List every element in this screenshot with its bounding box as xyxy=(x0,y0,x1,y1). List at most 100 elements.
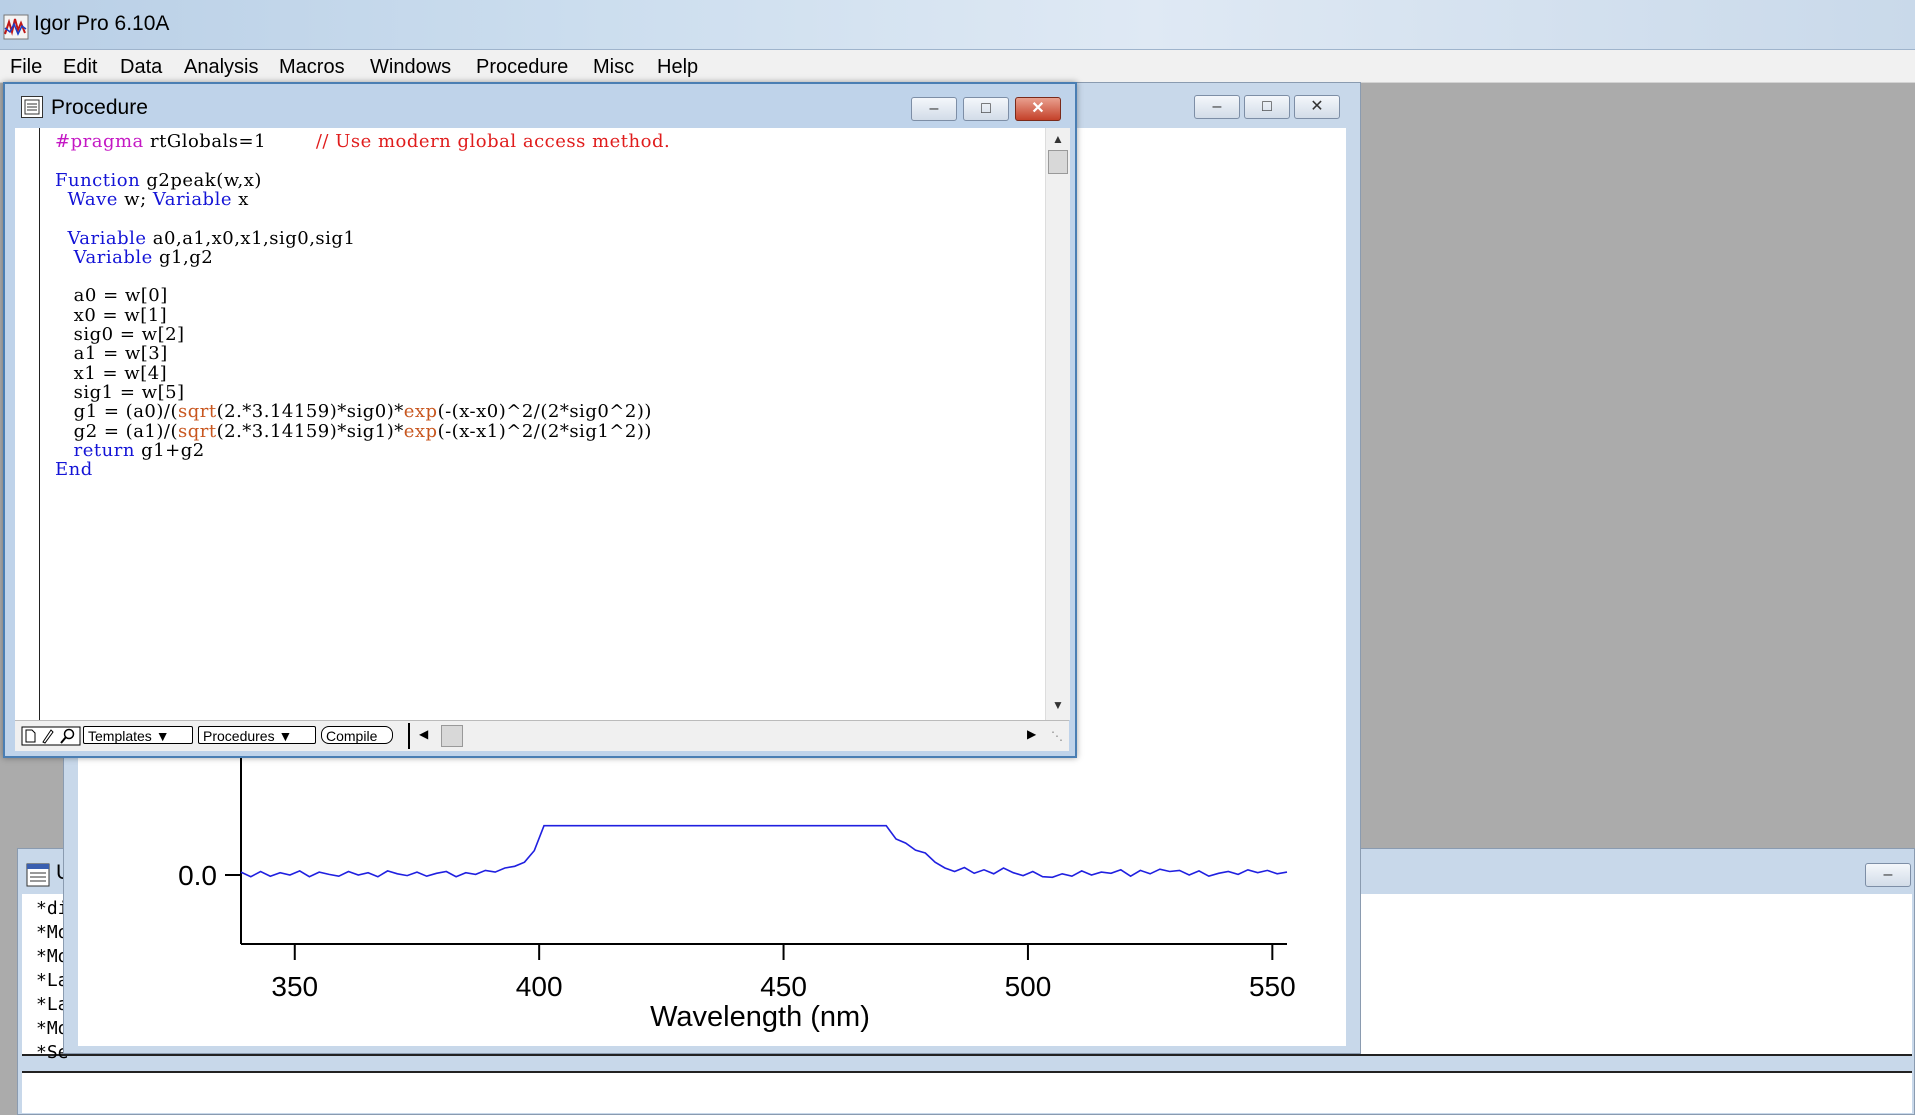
history-line: *Mo xyxy=(36,1018,69,1039)
app-title-bar: Igor Pro 6.10A xyxy=(0,0,1915,50)
command-window-icon xyxy=(26,863,50,887)
history-line: *di xyxy=(36,898,69,919)
code-token xyxy=(55,247,74,268)
compile-button[interactable]: Compile xyxy=(321,726,393,744)
resize-grip-icon[interactable]: ⋱ xyxy=(1051,729,1063,743)
toolbar-divider xyxy=(408,723,410,749)
code-line: g1 = (a0)/(sqrt(2.*3.14159)*sig0)*exp(-(… xyxy=(55,401,652,422)
procedure-minimize-button[interactable]: – xyxy=(911,97,957,121)
series-line xyxy=(240,824,1288,879)
code-token: Function xyxy=(55,169,141,191)
scroll-left-arrow-icon[interactable]: ◀ xyxy=(419,727,429,741)
procedure-window-icon xyxy=(21,96,43,118)
code-editor[interactable]: #pragma rtGlobals=1 // Use modern global… xyxy=(15,128,1045,720)
procedure-window: Procedure – □ ✕ #pragma rtGlobals=1 // U… xyxy=(3,82,1077,758)
history-line: *Mo xyxy=(36,922,69,943)
code-token xyxy=(55,440,74,461)
code-token: a0,a1,x0,x1,sig0,sig1 xyxy=(146,227,356,249)
code-line: Variable a0,a1,x0,x1,sig0,sig1 xyxy=(55,228,355,249)
code-token: #pragma xyxy=(55,131,144,152)
x-tick-label: 350 xyxy=(271,971,318,1002)
code-token: Variable xyxy=(67,227,147,249)
code-token: x1 = w[4] xyxy=(55,362,168,384)
menu-help[interactable]: Help xyxy=(657,56,699,78)
menu-analysis[interactable]: Analysis xyxy=(184,56,259,78)
command-minimize-button[interactable]: – xyxy=(1865,863,1911,887)
code-token: g1 = (a0)/( xyxy=(55,401,178,423)
code-line: return g1+g2 xyxy=(55,440,205,461)
procedure-maximize-button[interactable]: □ xyxy=(963,97,1009,121)
code-token: End xyxy=(55,459,93,481)
code-token: w; xyxy=(117,188,153,210)
code-line: Variable g1,g2 xyxy=(55,247,213,268)
code-token: rtGlobals=1 xyxy=(143,131,316,152)
code-token: g2peak(w,x) xyxy=(140,169,262,191)
menu-bar: File Edit Data Analysis Macros Windows P… xyxy=(0,50,1915,83)
templates-label: Templates xyxy=(88,728,152,744)
document-tools-icon[interactable] xyxy=(21,726,81,746)
code-token: g1+g2 xyxy=(134,439,205,461)
code-token: x xyxy=(231,188,249,210)
code-line: x0 = w[1] xyxy=(55,305,167,326)
code-token: // Use modern global access method. xyxy=(315,131,671,152)
code-token: Variable xyxy=(152,188,232,210)
history-line: *Mo xyxy=(36,946,69,967)
procedure-close-button[interactable]: ✕ xyxy=(1015,97,1061,121)
code-token: (-(x-x1)^2/(2*sig1^2)) xyxy=(437,420,652,442)
app-title: Igor Pro 6.10A xyxy=(34,12,170,35)
graph-minimize-button[interactable]: – xyxy=(1194,95,1240,119)
vertical-scrollbar[interactable]: ▲ ▼ xyxy=(1045,128,1070,720)
code-token: sig1 = w[5] xyxy=(55,381,185,403)
code-token: (-(x-x0)^2/(2*sig0^2)) xyxy=(437,401,652,423)
code-token: exp xyxy=(403,401,438,423)
code-token: g1,g2 xyxy=(152,246,214,268)
code-token xyxy=(55,228,67,249)
code-token: a0 = w[0] xyxy=(55,285,168,307)
menu-macros[interactable]: Macros xyxy=(279,56,345,78)
code-token: sig0 = w[2] xyxy=(55,324,185,345)
menu-misc[interactable]: Misc xyxy=(593,56,635,78)
code-token: sqrt xyxy=(177,401,217,423)
menu-edit[interactable]: Edit xyxy=(63,56,98,78)
code-gutter-line xyxy=(39,128,40,720)
templates-dropdown[interactable]: Templates ▼ xyxy=(83,726,193,744)
scroll-right-arrow-icon[interactable]: ▶ xyxy=(1027,727,1037,741)
y-tick-label: 0.0 xyxy=(178,860,217,891)
history-line: *La xyxy=(36,970,69,991)
code-line: g2 = (a1)/(sqrt(2.*3.14159)*sig1)*exp(-(… xyxy=(55,421,652,442)
x-tick-label: 400 xyxy=(516,971,563,1002)
menu-windows[interactable]: Windows xyxy=(370,56,452,78)
scroll-down-arrow-icon[interactable]: ▼ xyxy=(1052,698,1064,712)
menu-data[interactable]: Data xyxy=(120,56,163,78)
spectrum-chart: 350 400 450 500 550 0.0 Wavelength (nm) xyxy=(178,128,1296,1033)
compile-label: Compile xyxy=(326,728,378,744)
scroll-thumb[interactable] xyxy=(1048,150,1068,174)
code-line: sig1 = w[5] xyxy=(55,382,185,403)
procedure-window-title: Procedure xyxy=(51,96,148,119)
code-token: (2.*3.14159)*sig0)* xyxy=(216,401,404,423)
menu-procedure[interactable]: Procedure xyxy=(476,56,569,78)
command-input[interactable] xyxy=(22,1071,1912,1113)
code-token: (2.*3.14159)*sig1)* xyxy=(216,420,404,442)
code-line: a0 = w[0] xyxy=(55,285,168,306)
code-token: Variable xyxy=(73,246,153,268)
code-line: Function g2peak(w,x) xyxy=(55,170,262,191)
menu-file[interactable]: File xyxy=(10,56,43,78)
x-tick-label: 550 xyxy=(1249,971,1296,1002)
graph-maximize-button[interactable]: □ xyxy=(1244,95,1290,119)
x-axis-label: Wavelength (nm) xyxy=(650,1001,870,1033)
x-tick-label: 500 xyxy=(1005,971,1052,1002)
scroll-up-arrow-icon[interactable]: ▲ xyxy=(1052,132,1064,146)
code-line: Wave w; Variable x xyxy=(55,189,249,210)
code-line: End xyxy=(55,459,93,480)
graph-close-button[interactable]: ✕ xyxy=(1294,95,1340,119)
code-token: return xyxy=(73,439,135,461)
code-token: a1 = w[3] xyxy=(55,343,168,365)
horizontal-scroll-thumb[interactable] xyxy=(441,725,463,747)
code-line: sig0 = w[2] xyxy=(55,324,185,345)
x-tick-label: 450 xyxy=(760,971,807,1002)
code-token: exp xyxy=(403,420,438,442)
history-line: *Se xyxy=(36,1042,69,1063)
procedures-dropdown[interactable]: Procedures ▼ xyxy=(198,726,316,744)
history-line: *La xyxy=(36,994,69,1015)
